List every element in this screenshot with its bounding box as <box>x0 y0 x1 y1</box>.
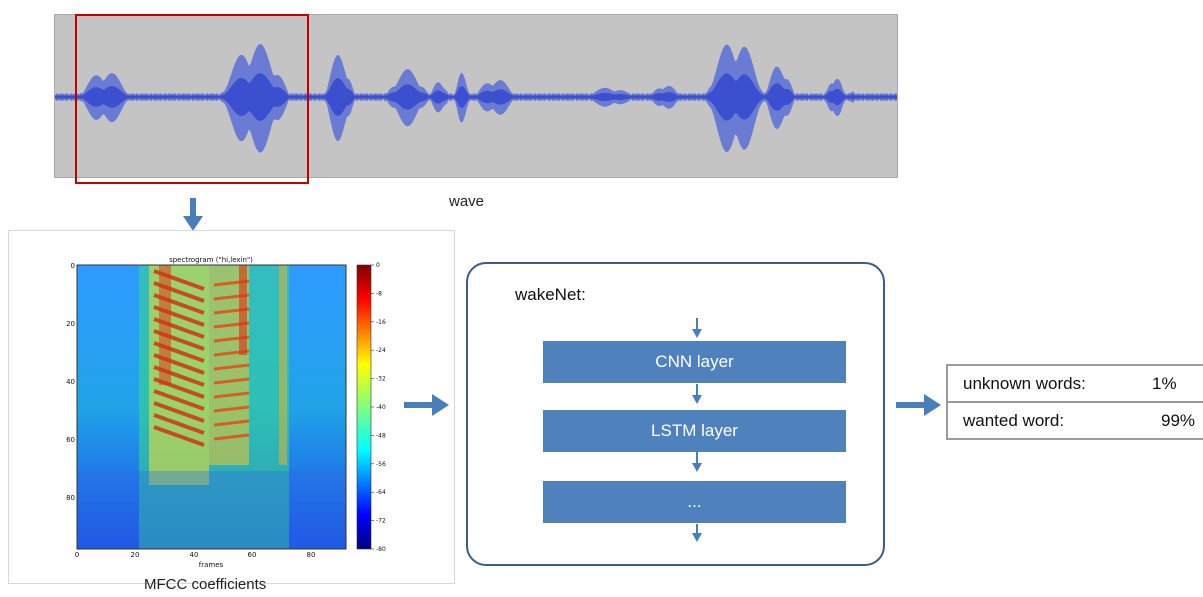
cnn-layer-block: CNN layer <box>543 341 846 383</box>
row-divider <box>948 401 1203 403</box>
colorbar <box>356 264 372 550</box>
energy-band <box>159 265 171 385</box>
output-label: unknown words: <box>963 374 1086 393</box>
wakenet-title: wakeNet: <box>515 285 586 304</box>
colorbar-tick: -48 <box>376 432 386 439</box>
x-tick: 20 <box>131 551 140 559</box>
output-table: unknown words: 1% wanted word: 99% <box>946 364 1203 440</box>
colorbar-tick: -40 <box>376 404 386 411</box>
energy-band <box>239 265 247 355</box>
x-tick: 60 <box>248 551 257 559</box>
selection-box <box>75 14 309 184</box>
lstm-layer-block: LSTM layer <box>543 410 846 452</box>
more-layers-block: ... <box>543 481 846 523</box>
output-value: 99% <box>1161 411 1196 430</box>
down-arrow-icon <box>183 198 203 231</box>
output-row-unknown: unknown words: 1% <box>948 366 1203 402</box>
right-arrow-icon <box>404 394 449 416</box>
harmonic-stripe <box>213 363 250 371</box>
flow-arrows <box>692 318 702 542</box>
harmonic-stripe <box>153 389 205 411</box>
y-tick: 60 <box>66 436 75 444</box>
x-axis-label: frames <box>199 561 224 569</box>
y-tick: 80 <box>66 494 75 502</box>
harmonic-stripe <box>213 377 250 385</box>
colorbar-tick: -80 <box>376 546 386 553</box>
harmonic-stripe <box>153 425 205 447</box>
y-tick: 0 <box>71 262 75 270</box>
wave-label: wave <box>449 193 485 210</box>
energy-band <box>279 265 287 465</box>
x-tick: 0 <box>75 551 79 559</box>
harmonic-stripe <box>153 413 205 435</box>
colorbar-tick: -64 <box>376 489 386 496</box>
spectrogram-panel: spectrogram ("hi,lexin") 0 20 40 60 80 f… <box>8 230 455 584</box>
y-tick: 40 <box>66 378 75 386</box>
harmonic-stripe <box>213 405 250 413</box>
noise-region <box>77 471 346 549</box>
waveform-core <box>55 73 897 121</box>
spectrogram-chart: spectrogram ("hi,lexin") 0 20 40 60 80 f… <box>66 256 386 569</box>
colorbar-tick: -56 <box>376 461 386 468</box>
colorbar-tick: -8 <box>376 290 382 297</box>
harmonic-stripe <box>153 401 205 423</box>
colorbar-tick: -24 <box>376 347 386 354</box>
output-row-wanted: wanted word: 99% <box>948 403 1203 439</box>
waveform-graphic <box>55 44 897 153</box>
colorbar-tick: -72 <box>376 518 386 525</box>
colorbar-tick: -32 <box>376 376 386 383</box>
harmonic-stripe <box>213 433 250 441</box>
harmonic-stripe <box>213 419 250 427</box>
mfcc-caption: MFCC coefficients <box>144 576 267 593</box>
x-tick: 80 <box>307 551 316 559</box>
x-tick: 40 <box>190 551 199 559</box>
waveform-panel <box>54 14 898 178</box>
colorbar-tick: 0 <box>376 262 380 269</box>
colorbar-tick: -16 <box>376 319 386 326</box>
output-label: wanted word: <box>963 411 1065 430</box>
right-arrow-icon <box>896 394 941 416</box>
spectrogram-title: spectrogram ("hi,lexin") <box>169 256 253 264</box>
harmonic-stripe <box>213 391 250 399</box>
output-value: 1% <box>1152 374 1177 393</box>
y-tick: 20 <box>66 320 75 328</box>
